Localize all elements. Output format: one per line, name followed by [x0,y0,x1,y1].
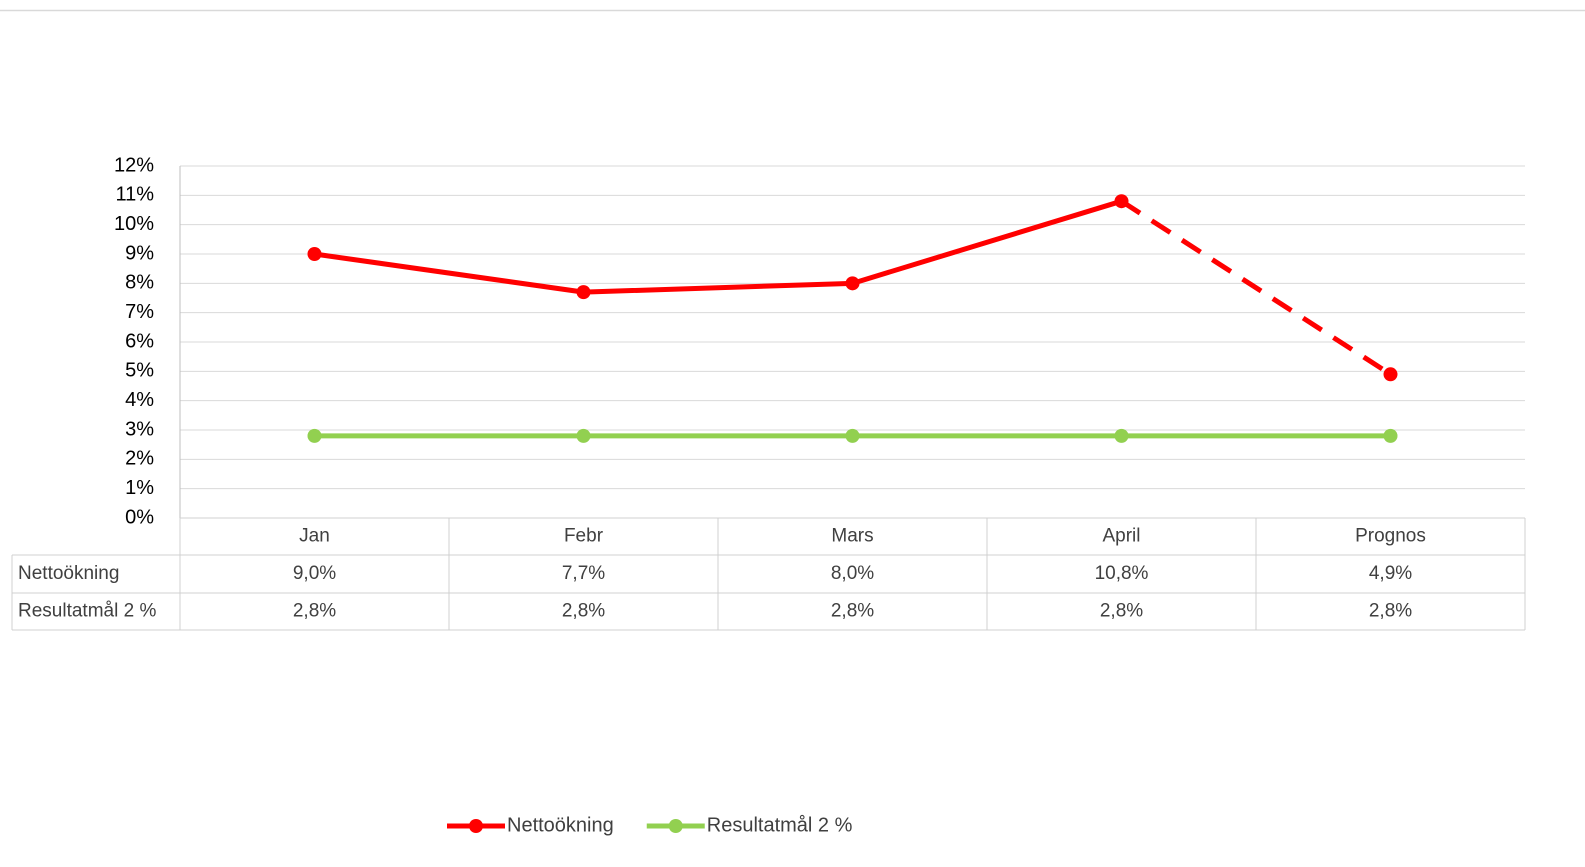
y-tick-label: 3% [125,418,154,440]
legend-marker [469,819,483,833]
x-tick-label: April [1102,526,1140,547]
y-tick-label: 8% [125,272,154,294]
marker [576,285,591,300]
y-tick-label: 10% [114,213,154,235]
marker [845,276,860,291]
table-value: 8,0% [831,563,874,584]
x-tick-label: Jan [299,526,330,547]
table-value: 9,0% [293,563,336,584]
table-value: 7,7% [562,563,605,584]
y-tick-label: 7% [125,301,154,323]
y-tick-label: 12% [114,154,154,176]
line-dashed [1120,199,1392,377]
table-value: 2,8% [1100,601,1143,622]
legend-label: Resultatmål 2 % [707,814,853,836]
y-tick-label: 5% [125,360,154,382]
marker [576,428,591,443]
marker [1114,194,1129,209]
x-tick-label: Prognos [1355,526,1426,547]
table-row-label: Nettoökning [18,563,119,584]
line [314,198,1123,295]
marker [1114,428,1129,443]
legend-marker [668,819,683,833]
marker [1383,428,1398,443]
table-value: 2,8% [293,601,336,622]
y-tick-label: 11% [115,184,154,206]
table-value: 2,8% [1369,601,1412,622]
table-value: 2,8% [831,601,874,622]
table-value: 2,8% [562,601,605,622]
y-tick-label: 1% [125,477,154,499]
y-tick-label: 6% [125,330,154,352]
table-value: 10,8% [1095,563,1149,584]
y-tick-label: 0% [125,506,154,528]
table-value: 4,9% [1369,563,1412,584]
y-tick-label: 9% [125,242,154,264]
y-tick-label: 2% [125,448,154,470]
x-tick-label: Mars [831,526,873,547]
y-tick-label: 4% [125,389,154,411]
marker [307,247,322,261]
x-tick-label: Febr [564,526,604,547]
table-row-label: Resultatmål 2 % [18,601,156,622]
marker [1383,367,1398,382]
marker [307,428,322,443]
marker [845,428,860,443]
legend-label: Nettoökning [507,814,614,836]
